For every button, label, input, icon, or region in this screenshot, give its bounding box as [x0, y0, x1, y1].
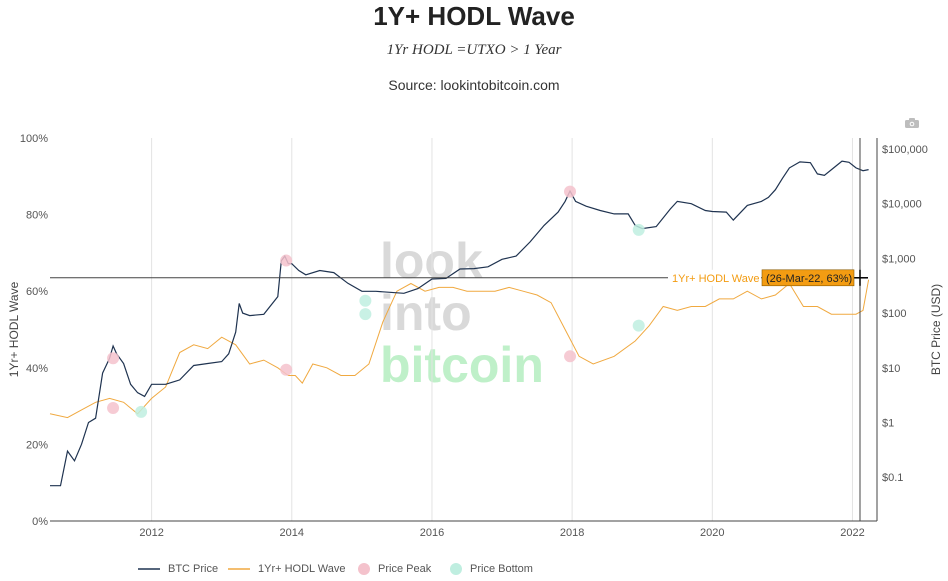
watermark-into: into: [380, 285, 472, 341]
legend-swatch: [450, 563, 462, 575]
x-tick-label: 2018: [560, 527, 584, 539]
y-left-tick-label: 0%: [32, 516, 48, 528]
chart-formula: 1Yr HODL =UTXO > 1 Year: [386, 42, 562, 58]
hover-series-label: 1Yr+ HODL Wave: [672, 273, 760, 285]
y-right-tick-label: $10: [882, 363, 900, 375]
y-right-tick-label: $1: [882, 418, 894, 430]
price-bottom-marker: [632, 319, 645, 332]
y-right-tick-label: $10,000: [882, 199, 922, 211]
y-right-tick-label: $100: [882, 308, 906, 320]
legend-swatch: [228, 568, 250, 570]
btc-price-line: [50, 160, 869, 487]
price-peak-marker: [280, 254, 293, 267]
x-tick-label: 2014: [280, 527, 304, 539]
price-bottom-marker: [359, 294, 372, 307]
grid-lines: [151, 138, 853, 521]
y-left-tick-label: 60%: [26, 286, 48, 298]
price-bottom-marker: [135, 405, 148, 418]
y-right-tick-label: $1,000: [882, 253, 916, 265]
price-bottom-marker: [632, 223, 645, 236]
price-peak-marker: [564, 185, 577, 198]
legend-label: BTC Price: [168, 563, 219, 575]
hover-label-bg: [668, 269, 761, 286]
y-left-tick-label: 40%: [26, 363, 48, 375]
legend-swatch: [138, 568, 160, 570]
chart-legend: BTC Price 1Yr+ HODL Wave Price Peak Price B…: [0, 563, 948, 581]
x-tick-label: 2022: [840, 527, 864, 539]
camera-icon[interactable]: [905, 118, 919, 128]
peak-bottom-markers: [107, 185, 645, 418]
legend-dot: [450, 563, 462, 575]
legend-label: Price Bottom: [470, 563, 533, 575]
price-peak-marker: [107, 352, 120, 365]
series-hodl-wave: [49, 279, 870, 419]
watermark: lookintobitcoin: [380, 233, 544, 393]
legend-label: 1Yr+ HODL Wave: [258, 563, 346, 575]
hover-crosshair: 1Yr+ HODL Wave (26-Mar-22, 63%): [50, 138, 868, 521]
legend-item-price-bottom[interactable]: Price Bottom: [448, 563, 533, 575]
hodl-wave-line: [49, 279, 870, 419]
y-left-tick-label: 100%: [20, 133, 48, 145]
price-peak-marker: [564, 350, 577, 363]
watermark-bitcoin: bitcoin: [380, 337, 544, 393]
chart-source: Source: lookintobitcoin.com: [388, 77, 560, 93]
legend-item-1yr-hodl-wave[interactable]: 1Yr+ HODL Wave: [228, 563, 346, 575]
y-left-tick-label: 20%: [26, 439, 48, 451]
legend-item-price-peak[interactable]: Price Peak: [356, 563, 431, 575]
axes: 2012 2014 2016 2018 2020 2022 0% 20% 40% 60% 80% 10…: [7, 133, 943, 539]
series-btc-price: [50, 160, 869, 487]
legend-label: Price Peak: [378, 563, 432, 575]
hover-tooltip-box: [761, 269, 855, 287]
legend-item-btc-price[interactable]: BTC Price: [138, 563, 218, 575]
x-tick-label: 2020: [700, 527, 724, 539]
price-peak-marker: [107, 402, 120, 415]
y-right-tick-label: $100,000: [882, 144, 928, 156]
y-right-axis-title: BTC Price (USD): [929, 284, 943, 375]
x-tick-label: 2016: [420, 527, 444, 539]
y-left-axis-title: 1Yr+ HODL Wave: [7, 281, 21, 377]
legend-swatch: [358, 563, 370, 575]
hover-tooltip-text: (26-Mar-22, 63%): [766, 273, 852, 285]
legend-dot: [358, 563, 370, 575]
x-tick-label: 2012: [139, 527, 163, 539]
price-bottom-marker: [359, 308, 372, 321]
chart-title: 1Y+ HODL Wave: [373, 1, 575, 31]
y-right-tick-label: $0.1: [882, 472, 903, 484]
y-left-tick-label: 80%: [26, 210, 48, 222]
price-peak-marker: [280, 363, 293, 376]
